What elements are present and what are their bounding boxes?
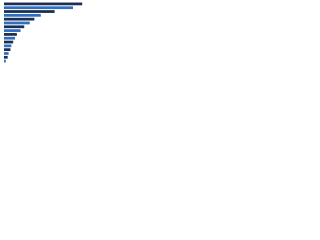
bar — [4, 29, 21, 32]
bar — [4, 40, 14, 44]
bar — [4, 33, 17, 36]
bar — [4, 55, 8, 59]
bar — [4, 48, 11, 52]
bar — [4, 2, 83, 6]
chart — [4, 2, 83, 63]
bar — [4, 52, 9, 55]
bar — [4, 10, 55, 13]
bar — [4, 17, 35, 21]
bar — [4, 36, 16, 40]
bar — [4, 59, 6, 63]
bar — [4, 13, 41, 17]
bar — [4, 21, 30, 25]
bar — [4, 6, 73, 10]
page: (() => { const data = JSON.parse(documen… — [0, 0, 320, 71]
bar — [4, 25, 25, 29]
bar — [4, 44, 12, 48]
